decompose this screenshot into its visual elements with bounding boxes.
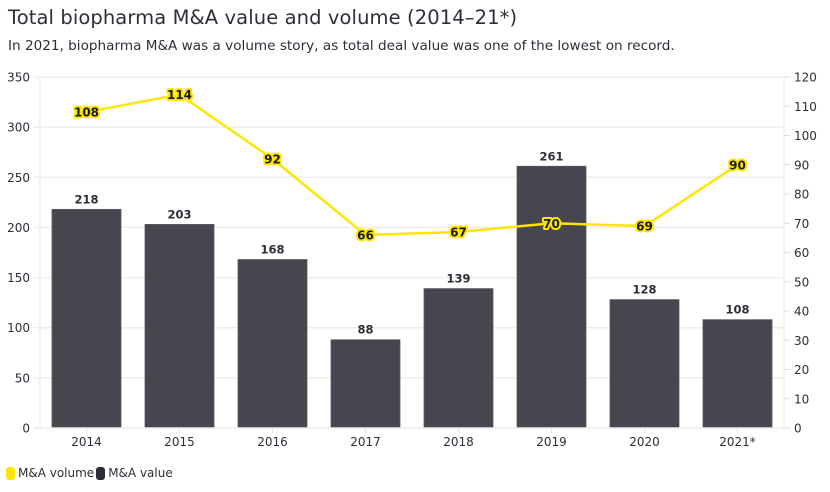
- value-bars: [51, 165, 773, 429]
- volume-line: [86, 93, 739, 237]
- x-axis-tick-label: 2017: [350, 435, 381, 449]
- chart-subtitle: In 2021, biopharma M&A was a volume stor…: [8, 38, 675, 54]
- right-axis-tick-label: 70: [794, 217, 809, 231]
- value-bar-label: 108: [725, 303, 749, 317]
- volume-point-label: 69: [636, 220, 653, 234]
- volume-point-label: 70: [543, 217, 560, 231]
- right-axis-tick-label: 0: [794, 422, 802, 436]
- volume-point-label: 67: [450, 226, 467, 240]
- value-bar: [330, 339, 401, 429]
- value-bar: [237, 259, 308, 429]
- right-axis-tick-label: 90: [794, 158, 809, 172]
- value-bar-labels: 218 203 168 88 139 261 128 108: [74, 149, 749, 336]
- right-axis-tick-label: 50: [794, 275, 809, 289]
- x-axis-tick-label: 2020: [629, 435, 660, 449]
- right-axis-tick-label: 100: [794, 129, 817, 143]
- x-axis-tick-label: 2016: [257, 435, 288, 449]
- right-axis-tick-label: 110: [794, 100, 817, 114]
- right-axis-tick-label: 20: [794, 363, 809, 377]
- volume-point-label: 66: [357, 228, 374, 242]
- right-axis-tick-label: 120: [794, 71, 817, 85]
- value-bar-label: 168: [260, 243, 284, 257]
- legend: M&A volume M&A value: [6, 466, 175, 480]
- right-axis: 0 10 20 30 40 50 60 70 80 90 100 110 120: [783, 71, 817, 436]
- legend-swatch-volume: [6, 466, 15, 480]
- volume-point-label: 114: [167, 88, 192, 102]
- x-axis: 2014 2015 2016 2017 2018 2019 2020 2021*: [34, 427, 784, 449]
- left-axis: 0 50 100 150 200 250 300 350: [7, 71, 41, 436]
- legend-swatch-value: [96, 466, 106, 480]
- value-bar: [516, 165, 587, 429]
- left-axis-tick-label: 150: [7, 271, 30, 285]
- right-axis-tick-label: 60: [794, 246, 809, 260]
- legend-label-volume: M&A volume: [18, 466, 95, 480]
- left-axis-tick-label: 0: [22, 422, 30, 436]
- volume-line-path: [86, 93, 739, 237]
- x-axis-tick-label: 2015: [164, 435, 195, 449]
- left-axis-tick-label: 100: [7, 321, 30, 335]
- value-bar-label: 203: [167, 207, 191, 221]
- volume-point-label: 108: [74, 106, 99, 120]
- value-bar-label: 128: [632, 283, 656, 297]
- x-axis-tick-label: 2018: [443, 435, 474, 449]
- x-axis-tick-label: 2019: [536, 435, 567, 449]
- left-axis-tick-label: 300: [7, 121, 30, 135]
- x-axis-tick-label: 2014: [71, 435, 102, 449]
- value-bar-label: 218: [74, 192, 98, 206]
- right-axis-tick-label: 40: [794, 305, 809, 319]
- left-axis-tick-label: 350: [7, 71, 30, 85]
- right-axis-tick-label: 10: [794, 392, 809, 406]
- volume-point-label: 92: [264, 152, 281, 166]
- value-bar-label: 261: [539, 149, 563, 163]
- value-bar: [144, 224, 215, 429]
- volume-line-labels: 108 114 92 66 67 70 69 90: [72, 86, 748, 244]
- legend-item-volume[interactable]: M&A volume: [6, 466, 94, 480]
- legend-label-value: M&A value: [108, 466, 173, 480]
- chart-title: Total biopharma M&A value and volume (20…: [8, 6, 518, 29]
- right-axis-tick-label: 30: [794, 334, 809, 348]
- value-bar-label: 139: [446, 272, 470, 286]
- legend-item-value[interactable]: M&A value: [96, 466, 173, 480]
- x-axis-tick-label: 2021*: [719, 435, 756, 449]
- left-axis-tick-label: 50: [15, 371, 30, 385]
- right-axis-tick-label: 80: [794, 188, 809, 202]
- value-bar-label: 88: [357, 323, 373, 337]
- left-axis-tick-label: 200: [7, 221, 30, 235]
- volume-point-label: 90: [729, 158, 746, 172]
- left-axis-tick-label: 250: [7, 171, 30, 185]
- value-bar: [423, 288, 494, 429]
- value-bar: [702, 319, 773, 429]
- value-bar: [51, 208, 122, 429]
- value-bar: [609, 299, 680, 429]
